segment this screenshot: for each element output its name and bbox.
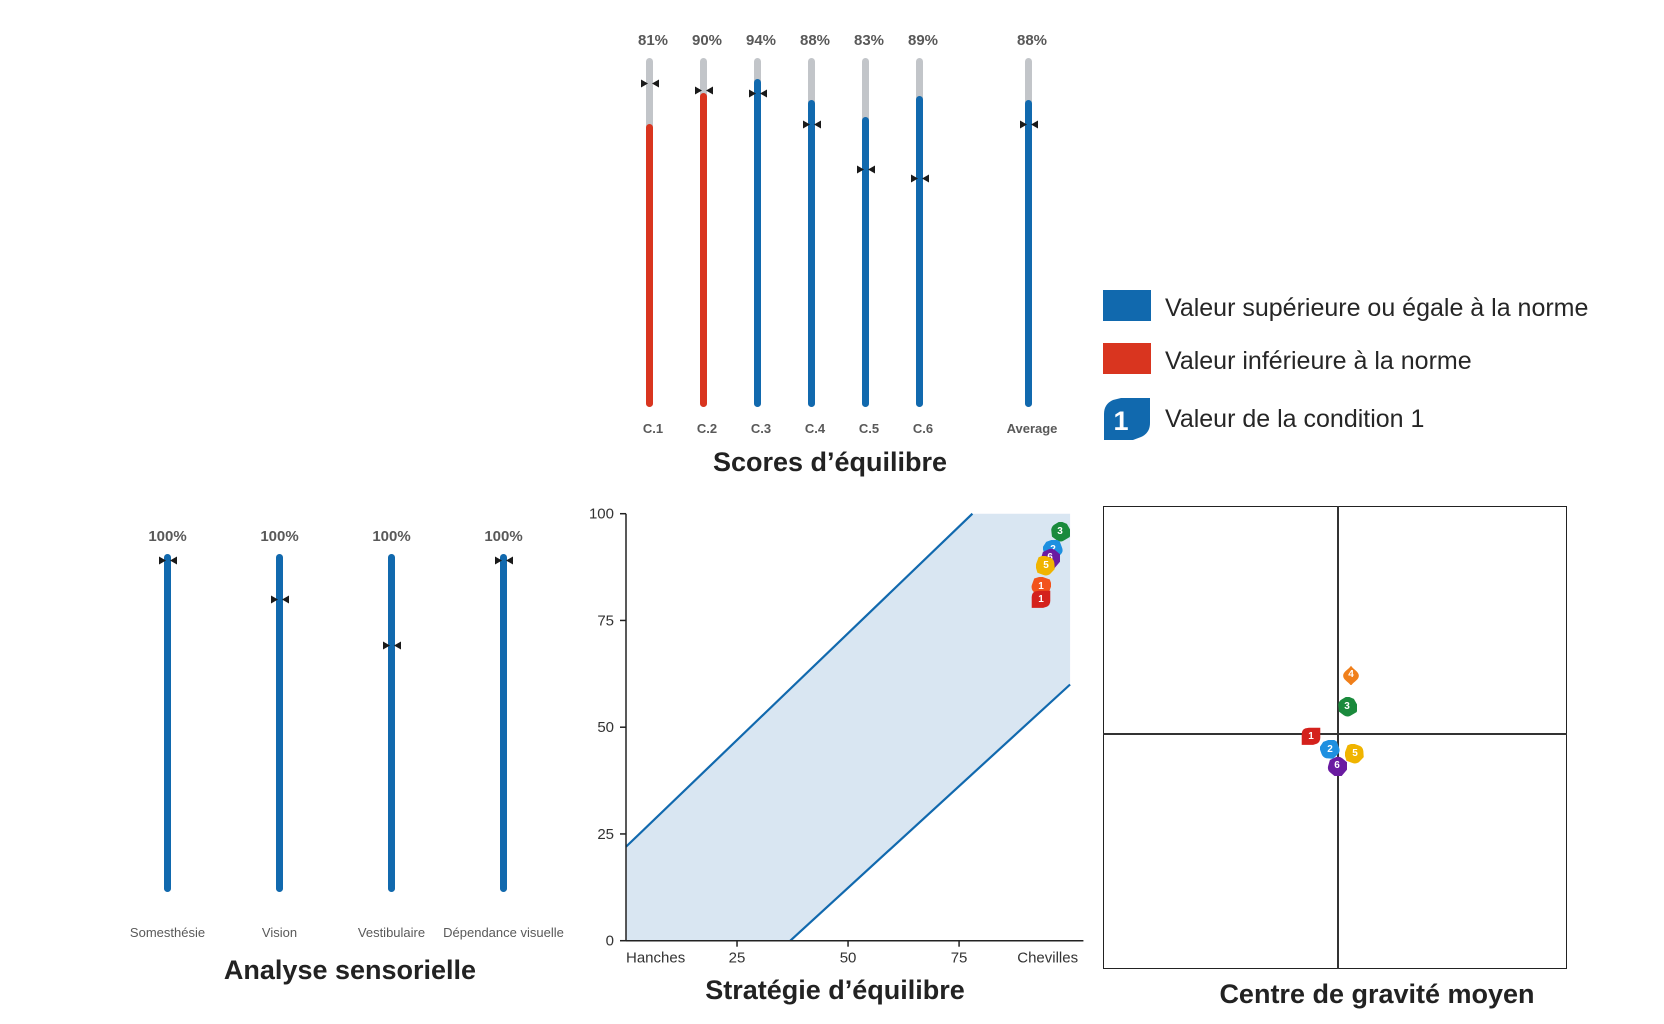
- svg-text:Chevilles: Chevilles: [1017, 950, 1078, 967]
- svg-text:Hanches: Hanches: [626, 950, 685, 967]
- svg-text:5: 5: [1043, 560, 1049, 571]
- svg-text:50: 50: [597, 719, 614, 736]
- svg-text:25: 25: [597, 826, 614, 843]
- svg-text:25: 25: [729, 950, 746, 967]
- svg-text:100: 100: [589, 506, 614, 523]
- svg-text:1: 1: [1309, 731, 1315, 742]
- svg-text:0: 0: [606, 933, 614, 950]
- svg-text:2: 2: [1327, 744, 1333, 755]
- svg-text:4: 4: [1348, 669, 1354, 680]
- svg-text:1: 1: [1113, 406, 1128, 436]
- svg-text:3: 3: [1344, 701, 1350, 712]
- svg-text:5: 5: [1352, 748, 1358, 759]
- svg-text:50: 50: [840, 950, 857, 967]
- svg-text:75: 75: [951, 950, 968, 967]
- svg-text:3: 3: [1058, 526, 1064, 537]
- svg-text:75: 75: [597, 612, 614, 629]
- svg-text:1: 1: [1038, 594, 1044, 605]
- svg-text:6: 6: [1334, 760, 1340, 771]
